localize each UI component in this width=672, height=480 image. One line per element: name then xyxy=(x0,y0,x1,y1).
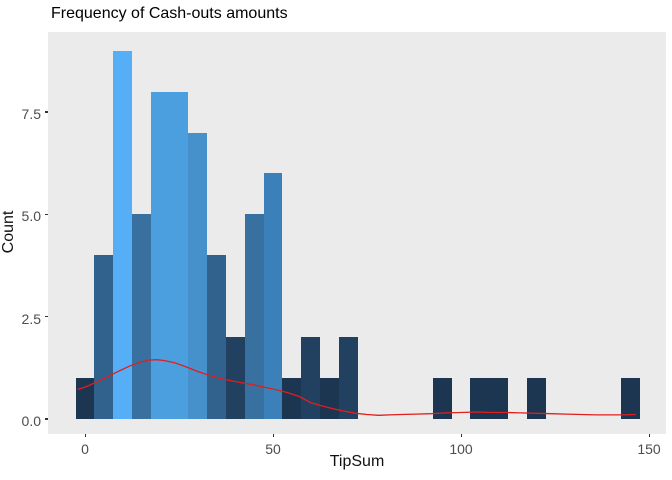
x-tick-mark xyxy=(648,434,650,437)
plot-panel xyxy=(48,32,666,434)
y-axis-title: Count xyxy=(0,210,17,254)
histogram-bar xyxy=(113,50,132,419)
histogram-bar xyxy=(620,378,640,419)
x-tick-label: 150 xyxy=(637,441,661,457)
plot-title: Frequency of Cash-outs amounts xyxy=(51,5,288,22)
x-tick-label: 0 xyxy=(81,441,89,457)
y-tick-mark xyxy=(45,315,48,318)
histogram-bar xyxy=(188,132,208,419)
density-curve xyxy=(77,359,636,416)
y-tick-label: 5.0 xyxy=(21,208,41,225)
histogram-bar xyxy=(489,378,508,419)
y-tick-label: 0.0 xyxy=(21,413,41,429)
histogram-bar xyxy=(282,378,302,419)
histogram-bar xyxy=(263,173,283,419)
y-tick-label: 2.5 xyxy=(21,310,41,327)
y-tick-mark xyxy=(45,111,48,113)
histogram-bar xyxy=(132,214,151,419)
histogram-bar xyxy=(150,91,170,419)
y-tick-label: 7.5 xyxy=(21,106,41,122)
x-tick-mark xyxy=(272,434,274,437)
histogram-bar xyxy=(470,378,490,419)
x-tick-label: 100 xyxy=(449,441,473,457)
y-tick-mark xyxy=(45,213,48,216)
histogram-bar xyxy=(226,337,245,419)
x-tick-mark xyxy=(84,434,86,437)
histogram-bar xyxy=(338,337,358,419)
histogram-bar xyxy=(94,255,114,419)
histogram-bar xyxy=(244,214,264,419)
histogram-bar xyxy=(301,337,320,419)
x-tick-mark xyxy=(460,434,462,437)
x-axis-title: TipSum xyxy=(329,453,385,470)
y-tick-mark xyxy=(45,418,48,420)
histogram-bar xyxy=(169,91,189,419)
histogram-bar xyxy=(526,378,546,419)
x-tick-label: 50 xyxy=(265,441,281,457)
histogram-bar xyxy=(432,378,452,419)
